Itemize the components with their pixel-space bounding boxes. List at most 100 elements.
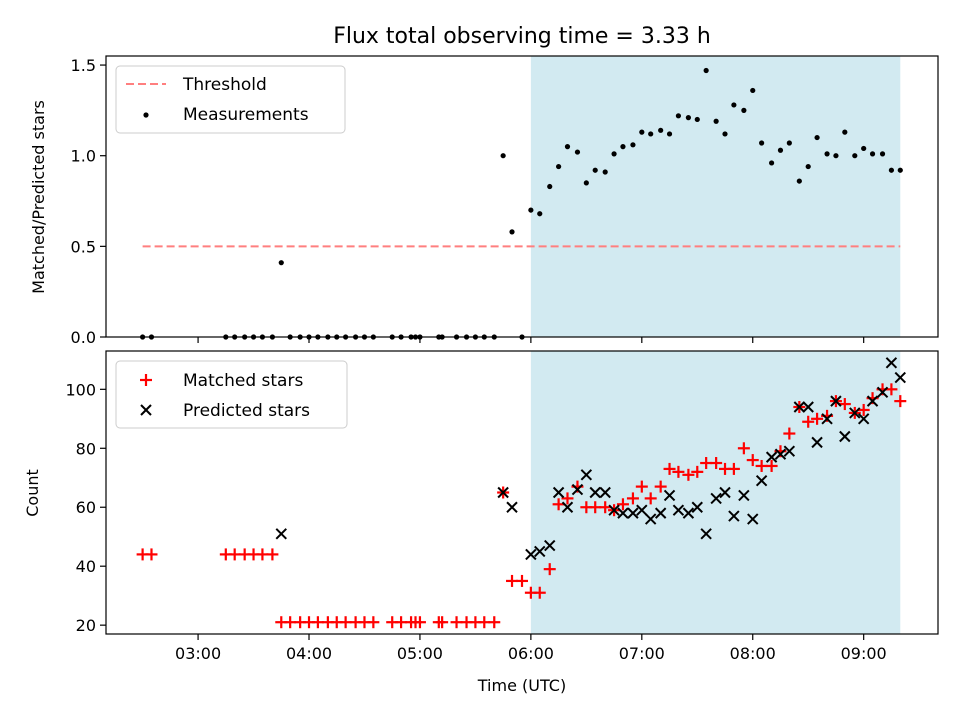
ratio-y-tick-label: 0.5: [71, 237, 96, 256]
measurement-point: [500, 153, 506, 159]
count-legend: Matched stars Predicted stars: [115, 360, 348, 429]
predicted-point: [497, 486, 509, 499]
predicted-point: [627, 507, 639, 519]
count-y-tick-label: 60: [76, 498, 96, 517]
matched-stars-series: [136, 383, 907, 629]
count-y-tick-label: 80: [76, 439, 96, 458]
time-x-tick-label: 08:00: [730, 644, 776, 663]
measurement-point: [731, 102, 737, 108]
measurement-point: [852, 153, 858, 159]
matched-point: [644, 492, 657, 505]
measurement-point: [694, 116, 700, 123]
predicted-point: [608, 504, 620, 516]
predicted-point: [682, 507, 695, 519]
predicted-point: [857, 413, 870, 425]
predicted-stars-series: [275, 357, 906, 561]
predicted-point: [599, 486, 611, 499]
matched-point: [838, 398, 851, 411]
matched-point: [266, 548, 279, 561]
matched-point: [746, 454, 759, 467]
predicted-point: [839, 430, 851, 443]
matched-point: [635, 480, 648, 493]
measurements-legend-label: Measurements: [183, 105, 309, 125]
measurement-point: [528, 207, 534, 213]
measurement-point: [564, 144, 571, 150]
predicted-point: [700, 528, 712, 540]
matched-point: [654, 480, 667, 493]
measurement-point: [703, 67, 709, 74]
ratio-panel: 0.0 0.5 1.0 1.5 Flux total observing time =…: [29, 24, 939, 347]
measurement-point: [777, 147, 784, 153]
measurement-point: [574, 149, 581, 155]
predicted-point: [617, 507, 629, 519]
observing-window-highlight: [530, 351, 901, 634]
predicted-point: [849, 407, 861, 419]
measurement-point: [869, 151, 876, 157]
matched-point: [663, 462, 676, 475]
matched-point: [783, 427, 796, 440]
measurement-point: [861, 145, 867, 152]
ratio-y-tick-label: 0.0: [71, 328, 96, 347]
time-x-tick-label: 04:00: [286, 644, 332, 663]
matched-point: [436, 616, 449, 629]
measurement-point: [648, 131, 654, 137]
predicted-point: [811, 436, 823, 449]
matched-point: [894, 395, 907, 408]
predicted-point: [534, 545, 546, 558]
count-y-axis: 20 40 60 80 100: [65, 380, 106, 635]
predicted-point: [589, 486, 601, 499]
time-x-tick-label: 09:00: [841, 644, 887, 663]
time-x-tick-label: 05:00: [397, 644, 443, 663]
time-x-tick-label: 03:00: [175, 644, 221, 663]
predicted-point: [866, 395, 879, 407]
predicted-point: [275, 528, 287, 540]
count-y-tick-label: 40: [76, 557, 96, 576]
matched-point: [367, 616, 380, 629]
measurement-point: [583, 180, 589, 186]
measurement-point: [620, 144, 626, 150]
predicted-point: [525, 548, 537, 561]
matched-point: [626, 492, 639, 505]
predicted-point: [719, 486, 731, 499]
measurement-point: [556, 163, 562, 170]
predicted-legend-label: Predicted stars: [183, 401, 310, 421]
ratio-panel-frame: [105, 55, 939, 338]
measurement-point: [842, 129, 848, 135]
matched-point: [727, 462, 740, 475]
chart-title: Flux total observing time = 3.33 h: [333, 24, 711, 49]
threshold-legend-label: Threshold: [182, 75, 267, 95]
time-x-tick-label: 07:00: [619, 644, 665, 663]
predicted-point: [738, 489, 750, 502]
measurement-point: [888, 167, 895, 173]
matched-point: [710, 457, 723, 470]
predicted-point: [783, 445, 796, 457]
matched-point: [765, 459, 778, 472]
count-legend-box: [115, 360, 348, 429]
predicted-point: [876, 386, 889, 398]
matched-point: [857, 403, 870, 416]
matched-legend-swatch: [140, 374, 152, 386]
predicted-point: [552, 486, 565, 499]
predicted-point: [793, 401, 806, 413]
ratio-legend: Threshold Measurements: [115, 65, 346, 134]
measurement-point: [786, 140, 792, 146]
matched-point: [682, 468, 695, 481]
predicted-point: [644, 513, 657, 525]
time-x-axis: 03:00 04:00 05:00 06:00 07:00 08:00 09:00: [175, 634, 887, 663]
predicted-point: [821, 413, 833, 425]
matched-point: [413, 616, 426, 629]
predicted-point: [885, 357, 898, 369]
measurement-point: [897, 167, 903, 173]
measurement-point: [769, 160, 775, 166]
measurement-point: [685, 115, 692, 121]
matched-legend-label: Matched stars: [183, 371, 303, 391]
measurement-point: [658, 127, 664, 133]
measurement-point: [741, 107, 747, 113]
predicted-point: [765, 451, 778, 463]
ratio-x-axis: [197, 337, 865, 343]
measurement-point: [630, 142, 636, 148]
measurement-point: [879, 151, 886, 157]
count-y-axis-label: Count: [23, 469, 42, 517]
measurement-point: [805, 163, 811, 170]
matched-point: [488, 616, 501, 629]
